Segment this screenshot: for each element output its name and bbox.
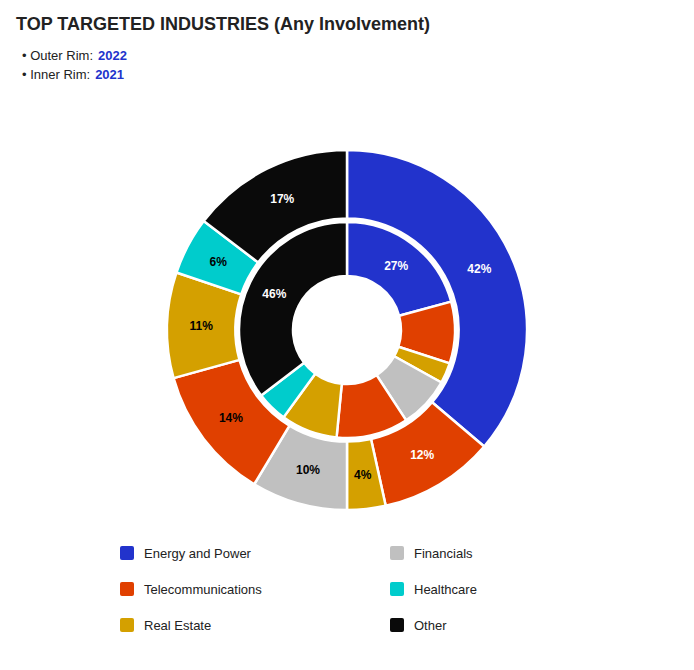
data-label: 4%: [354, 468, 372, 482]
data-label: 27%: [384, 259, 408, 273]
legend-swatch: [390, 582, 404, 596]
annotation: • Outer Rim:: [22, 48, 93, 63]
legend-label: Other: [414, 618, 447, 633]
data-label: 6%: [210, 255, 228, 269]
annotation-year: 2022: [98, 48, 127, 63]
donut-segment: [347, 439, 386, 510]
data-label: 46%: [262, 287, 286, 301]
legend-label: Financials: [414, 546, 473, 561]
annotation-year: 2021: [95, 67, 124, 82]
legend-label: Real Estate: [144, 618, 211, 633]
legend: Energy and Power Telecommunications Real E…: [120, 546, 477, 633]
data-label: 12%: [410, 448, 434, 462]
title: TOP TARGETED INDUSTRIES (Any Involvement…: [16, 14, 430, 34]
data-label: 11%: [190, 319, 214, 333]
legend-swatch: [120, 618, 134, 632]
data-label: 42%: [467, 262, 491, 276]
annotation: • Inner Rim:: [22, 67, 90, 82]
legend-swatch: [120, 546, 134, 560]
legend-swatch: [390, 618, 404, 632]
rings: [167, 150, 527, 510]
chart: TOP TARGETED INDUSTRIES (Any Involvement…: [0, 0, 694, 670]
legend-label: Telecommunications: [144, 582, 262, 597]
data-label: 10%: [296, 463, 320, 477]
legend-label: Healthcare: [414, 582, 477, 597]
legend-label: Energy and Power: [144, 546, 252, 561]
donut-segment: [347, 222, 451, 316]
background: [0, 0, 694, 670]
donut-segment: [337, 375, 407, 438]
legend-swatch: [120, 582, 134, 596]
data-labels: 42% 12% 4% 10% 14% 11% 6% 17% 27% 46%: [190, 192, 492, 482]
donut-segment: [239, 222, 347, 396]
data-label: 14%: [219, 411, 243, 425]
legend-swatch: [390, 546, 404, 560]
data-label: 17%: [270, 192, 294, 206]
